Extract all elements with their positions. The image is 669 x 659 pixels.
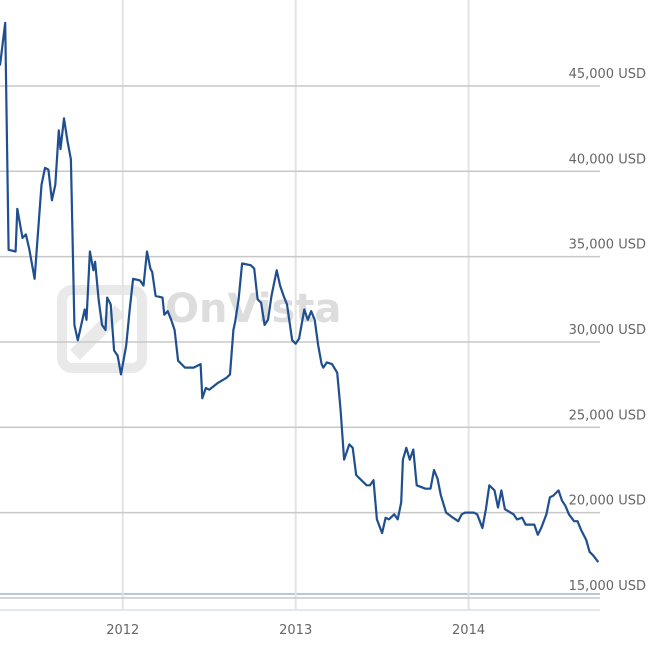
x-tick-label: 2012 bbox=[106, 623, 139, 638]
y-tick-label: 25,000 USD bbox=[569, 408, 646, 423]
x-tick-label: 2014 bbox=[452, 623, 485, 638]
y-tick-label: 30,000 USD bbox=[569, 323, 646, 338]
y-tick-label: 40,000 USD bbox=[569, 152, 646, 167]
y-tick-label: 15,000 USD bbox=[569, 579, 646, 594]
y-tick-label: 45,000 USD bbox=[569, 67, 646, 82]
price-line bbox=[0, 21, 600, 563]
y-tick-label: 20,000 USD bbox=[569, 494, 646, 509]
watermark: OnVista bbox=[165, 286, 341, 332]
x-tick-label: 2013 bbox=[279, 623, 312, 638]
y-tick-label: 35,000 USD bbox=[569, 238, 646, 253]
